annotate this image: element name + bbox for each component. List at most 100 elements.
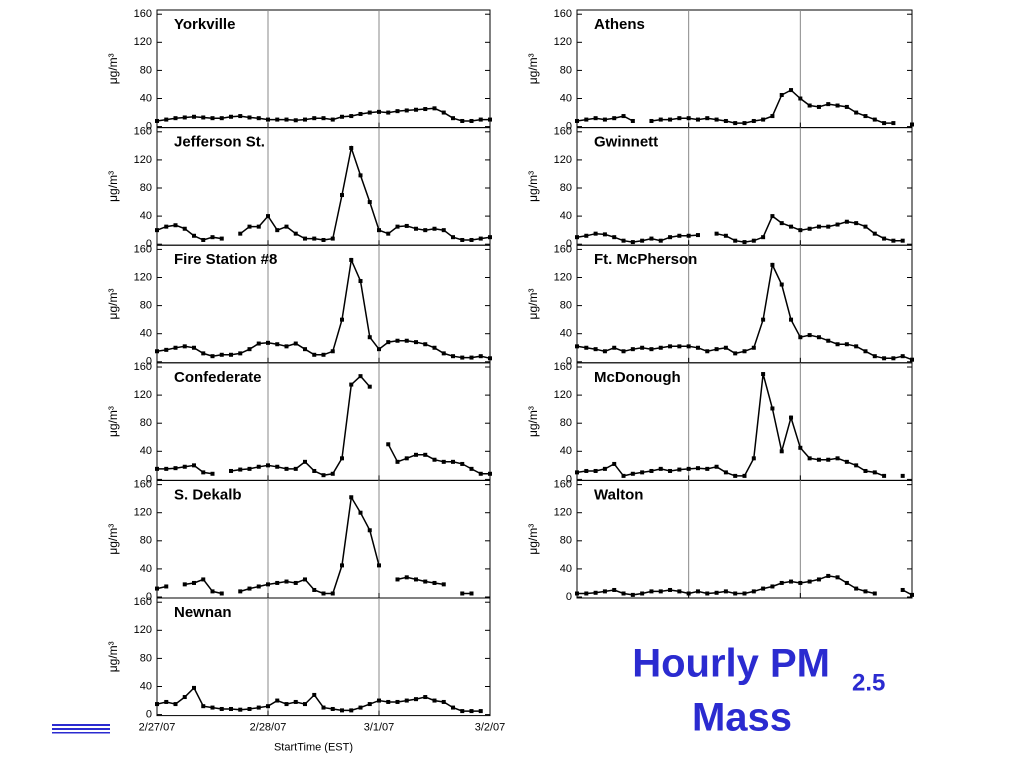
y-tick-label: 120 (554, 154, 572, 166)
data-point (247, 706, 252, 711)
data-point (321, 473, 326, 478)
data-point (891, 238, 896, 243)
data-point (219, 591, 224, 596)
panel-title: S. Dekalb (174, 486, 242, 503)
data-point (742, 473, 747, 478)
data-point (414, 107, 418, 112)
y-tick-label: 160 (554, 126, 572, 138)
data-point (414, 452, 418, 457)
data-point (275, 580, 280, 585)
data-point (303, 577, 307, 582)
data-point (677, 233, 682, 238)
data-point (714, 464, 719, 469)
data-point (219, 236, 224, 241)
data-point (395, 577, 400, 582)
data-point (367, 110, 372, 115)
data-point (358, 705, 363, 710)
data-point (593, 468, 598, 473)
data-point (844, 219, 849, 224)
data-point (441, 582, 446, 587)
data-point (668, 587, 673, 592)
data-point (173, 223, 178, 228)
y-tick-label: 160 (554, 8, 572, 20)
data-point (826, 573, 831, 578)
y-tick-label: 120 (134, 271, 152, 283)
data-point (404, 108, 409, 113)
data-point (173, 702, 178, 707)
panel-title: Newnan (174, 604, 232, 621)
data-point (404, 575, 409, 580)
y-tick-label: 40 (140, 328, 152, 340)
data-point (630, 240, 635, 245)
data-point (723, 470, 728, 475)
y-tick-label: 120 (554, 36, 572, 48)
data-point (423, 228, 428, 233)
y-tick-label: 0 (566, 238, 572, 250)
data-point (238, 351, 243, 356)
data-point (256, 705, 261, 710)
data-point (649, 118, 654, 123)
data-point (340, 563, 344, 568)
y-tick-label: 0 (146, 121, 152, 133)
data-point (658, 466, 663, 471)
data-point (723, 345, 728, 350)
data-point (816, 457, 821, 462)
data-point (761, 235, 766, 240)
data-point (863, 224, 868, 229)
data-point (423, 452, 428, 457)
x-axis-label: StartTime (EST) (274, 742, 353, 754)
data-point (192, 114, 196, 119)
data-point (761, 317, 766, 322)
panel-title: Fire Station #8 (174, 251, 277, 268)
y-tick-label: 160 (134, 8, 152, 20)
data-point (293, 118, 298, 123)
data-point (742, 121, 747, 126)
data-point (284, 344, 289, 349)
data-point (705, 116, 710, 121)
data-point (835, 575, 840, 580)
data-point (658, 117, 663, 122)
y-tick-label: 0 (146, 238, 152, 250)
caption-subscript: 2.5 (852, 669, 885, 696)
y-tick-label: 120 (554, 389, 572, 401)
data-point (630, 471, 635, 476)
data-point (844, 580, 849, 585)
data-point (349, 382, 354, 387)
data-point (247, 115, 252, 120)
data-point (321, 116, 326, 121)
data-point (238, 114, 243, 119)
data-point (284, 224, 289, 229)
data-point (432, 106, 437, 111)
data-point (312, 468, 317, 473)
data-point (312, 352, 317, 357)
panel-title: Jefferson St. (174, 134, 265, 151)
data-point (404, 698, 409, 703)
y-axis-label: μg/m³ (106, 289, 120, 320)
data-point (668, 235, 673, 240)
data-point (872, 591, 877, 596)
y-tick-label: 0 (146, 709, 152, 721)
data-point (584, 468, 589, 473)
data-line (577, 90, 912, 124)
data-point (247, 586, 252, 591)
data-point (238, 231, 243, 236)
y-tick-label: 160 (134, 596, 152, 608)
data-point (219, 116, 224, 121)
data-point (377, 228, 381, 233)
data-point (460, 591, 465, 596)
y-tick-label: 120 (134, 389, 152, 401)
y-tick-label: 80 (140, 300, 152, 312)
data-point (677, 467, 682, 472)
data-point (284, 702, 289, 707)
y-tick-label: 120 (134, 154, 152, 166)
data-point (630, 592, 635, 597)
data-point (733, 591, 738, 596)
data-point (155, 349, 159, 354)
data-point (219, 706, 224, 711)
data-point (164, 699, 169, 704)
data-point (640, 591, 645, 596)
data-point (807, 103, 812, 108)
data-point (414, 226, 418, 231)
data-point (349, 145, 354, 150)
data-point (173, 345, 178, 350)
